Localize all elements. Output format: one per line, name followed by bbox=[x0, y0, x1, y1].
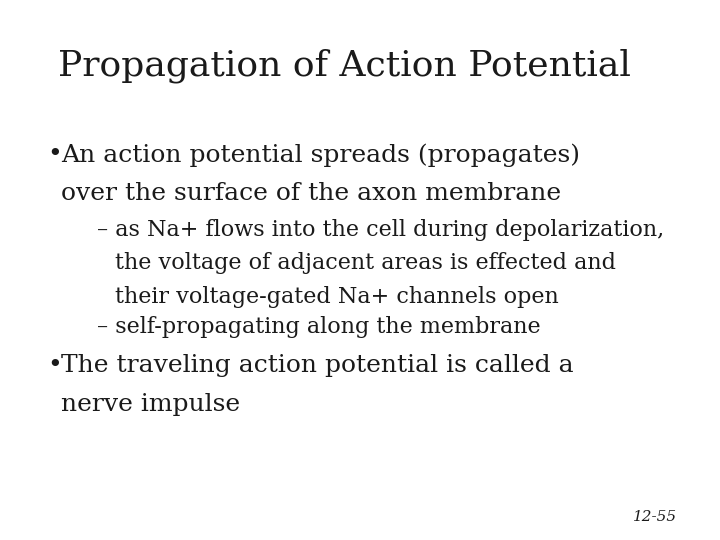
Text: •: • bbox=[47, 354, 61, 377]
Text: over the surface of the axon membrane: over the surface of the axon membrane bbox=[61, 182, 562, 205]
Text: their voltage-gated Na+ channels open: their voltage-gated Na+ channels open bbox=[115, 286, 559, 308]
Text: – as Na+ flows into the cell during depolarization,: – as Na+ flows into the cell during depo… bbox=[97, 219, 665, 241]
Text: nerve impulse: nerve impulse bbox=[61, 393, 240, 416]
Text: the voltage of adjacent areas is effected and: the voltage of adjacent areas is effecte… bbox=[115, 252, 616, 274]
Text: The traveling action potential is called a: The traveling action potential is called… bbox=[61, 354, 574, 377]
Text: 12-55: 12-55 bbox=[633, 510, 677, 524]
Text: – self-propagating along the membrane: – self-propagating along the membrane bbox=[97, 316, 541, 338]
Text: •: • bbox=[47, 143, 61, 166]
Text: An action potential spreads (propagates): An action potential spreads (propagates) bbox=[61, 143, 580, 167]
Text: Propagation of Action Potential: Propagation of Action Potential bbox=[58, 49, 631, 83]
